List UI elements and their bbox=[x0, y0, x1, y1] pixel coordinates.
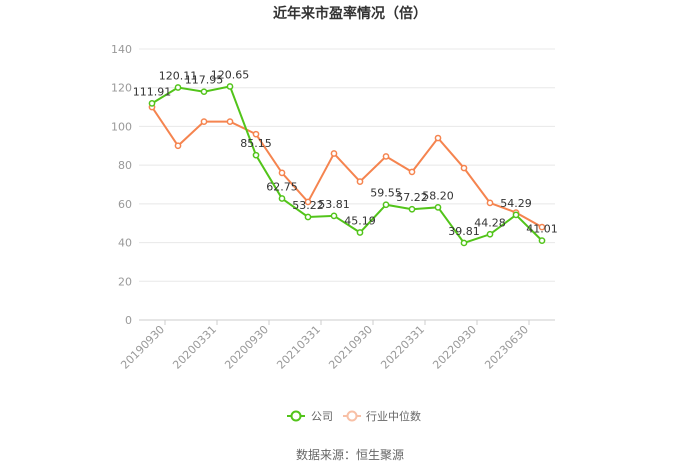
legend-marker-company bbox=[290, 410, 302, 422]
legend-label-company: 公司 bbox=[311, 410, 333, 423]
legend-item-industry-median[interactable]: 行业中位数 bbox=[343, 409, 421, 423]
point-company bbox=[174, 84, 182, 91]
y-tick-label: 80 bbox=[118, 159, 132, 172]
data-label: 57.22 bbox=[396, 191, 428, 204]
legend-item-company[interactable]: 公司 bbox=[287, 410, 333, 423]
data-label: 117.95 bbox=[185, 74, 224, 87]
point-industry-median bbox=[408, 168, 416, 176]
point-industry-median bbox=[434, 134, 442, 142]
data-label: 44.28 bbox=[474, 216, 506, 229]
point-company bbox=[512, 211, 520, 219]
y-tick-label: 0 bbox=[125, 314, 132, 327]
x-tick-label: 20220331 bbox=[378, 323, 427, 372]
x-tick-label: 20200331 bbox=[170, 323, 219, 372]
point-company bbox=[226, 83, 234, 90]
point-industry-median bbox=[200, 118, 208, 125]
point-industry-median bbox=[252, 130, 260, 138]
data-label: 120.65 bbox=[211, 68, 250, 81]
data-label: 45.19 bbox=[344, 215, 376, 228]
point-industry-median bbox=[538, 223, 546, 231]
point-company bbox=[304, 213, 312, 221]
y-tick-label: 120 bbox=[111, 82, 132, 95]
point-industry-median bbox=[486, 199, 494, 207]
data-label: 111.91 bbox=[133, 85, 172, 98]
x-tick-label: 20220930 bbox=[430, 323, 479, 372]
point-company bbox=[252, 151, 260, 159]
point-industry-median bbox=[330, 150, 338, 157]
data-label: 85.15 bbox=[240, 137, 272, 150]
point-company bbox=[382, 201, 390, 209]
point-industry-median bbox=[356, 178, 364, 185]
series-line-company bbox=[151, 85, 543, 245]
x-tick-label: 20230630 bbox=[482, 323, 531, 372]
legend-marker-industry-median bbox=[346, 410, 358, 422]
data-labels: 111.91120.11117.95120.6585.1562.7553.225… bbox=[133, 68, 558, 237]
x-tick-label: 20210930 bbox=[326, 323, 375, 372]
point-industry-median bbox=[382, 153, 390, 160]
data-label: 120.11 bbox=[159, 70, 198, 83]
point-company bbox=[330, 212, 338, 220]
point-company bbox=[148, 100, 156, 107]
series-line-industry-median bbox=[151, 106, 543, 228]
y-tick-label: 60 bbox=[118, 198, 132, 211]
legend-label-industry-median: 行业中位数 bbox=[366, 409, 421, 423]
point-industry-median bbox=[304, 198, 312, 206]
data-source: 数据来源：恒生聚源 bbox=[296, 447, 404, 462]
data-label: 58.20 bbox=[422, 189, 454, 202]
data-label: 59.55 bbox=[370, 187, 402, 200]
grid-lines bbox=[139, 48, 555, 321]
point-company bbox=[356, 229, 364, 236]
x-tick-label: 20200930 bbox=[222, 323, 271, 372]
point-company bbox=[538, 237, 546, 244]
x-tick-label: 20210331 bbox=[274, 323, 323, 372]
y-tick-label: 20 bbox=[118, 275, 132, 288]
y-axis-ticks: 0 20 40 60 80 100 120 140 bbox=[111, 43, 132, 327]
series-lines bbox=[148, 83, 546, 247]
data-label: 53.81 bbox=[318, 198, 350, 211]
point-industry-median bbox=[460, 164, 468, 172]
point-industry-median bbox=[278, 169, 286, 177]
data-label: 39.81 bbox=[448, 225, 480, 238]
point-company bbox=[200, 88, 208, 96]
chart-title: 近年来市盈率情况（倍） bbox=[273, 5, 427, 22]
data-label: 54.29 bbox=[500, 197, 532, 210]
x-axis: 20190930 20200331 20200930 20210331 20210930… bbox=[118, 319, 555, 372]
x-tick-label: 20190930 bbox=[118, 323, 167, 372]
data-label: 62.75 bbox=[266, 181, 298, 194]
y-tick-label: 100 bbox=[111, 120, 132, 133]
point-industry-median bbox=[226, 118, 234, 125]
point-industry-median bbox=[174, 142, 182, 150]
point-company bbox=[278, 195, 286, 202]
y-tick-label: 40 bbox=[118, 237, 132, 250]
point-company bbox=[434, 203, 442, 211]
point-company bbox=[460, 239, 468, 247]
y-tick-label: 140 bbox=[111, 43, 132, 56]
legend[interactable]: 公司 行业中位数 bbox=[287, 409, 421, 423]
data-label: 53.22 bbox=[292, 199, 324, 212]
data-label: 41.01 bbox=[526, 223, 558, 236]
point-company bbox=[486, 230, 494, 238]
point-company bbox=[408, 205, 416, 213]
